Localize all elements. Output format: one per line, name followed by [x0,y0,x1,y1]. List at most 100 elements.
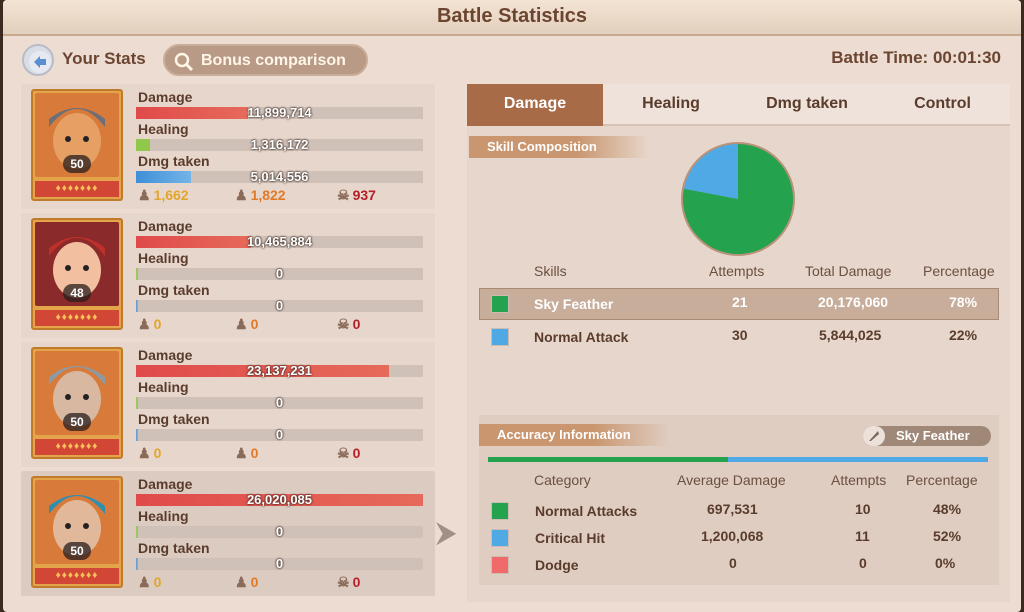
average-damage: 1,200,068 [701,528,764,544]
hero-portrait[interactable]: 48 ♦♦♦♦♦♦♦ [31,218,123,330]
damage-bar: 23,137,231 [136,363,423,378]
damage-label: Damage [138,218,193,234]
hero-stat-panel[interactable]: 50 ♦♦♦♦♦♦♦ Damage 11,899,714 Healing 1,3… [21,84,435,209]
hero-portrait[interactable]: 50 ♦♦♦♦♦♦♦ [31,476,123,588]
skill-name: Normal Attack [534,329,629,345]
bonus-comparison-button[interactable]: Bonus comparison [163,44,368,76]
attempts: 11 [855,528,870,544]
damage-value: 11,899,714 [247,105,312,120]
header-attempts: Attempts [831,472,887,488]
back-arrow-icon [29,51,51,73]
hero-stat-panel[interactable]: 50 ♦♦♦♦♦♦♦ Damage 26,020,085 Healing 0 D… [21,471,435,596]
deaths-stat: ☠ 0 [337,316,360,333]
tab-control[interactable]: Control [914,95,971,112]
window-title: Battle Statistics [3,0,1021,36]
deaths-value: 0 [352,316,361,332]
dmg-taken-value: 0 [275,427,284,442]
normal-attacks-swatch [491,502,509,520]
healing-label: Healing [138,508,189,524]
critical-hit-swatch [491,529,509,547]
skull-icon: ☠ [337,445,350,461]
accuracy-section: Accuracy Information Sky Feather Categor… [479,415,999,585]
category-name: Normal Attacks [535,503,638,519]
skill-total-damage: 5,844,025 [819,327,882,343]
tab-damage[interactable]: Damage [467,84,603,126]
healing-value: 0 [275,266,284,281]
skill-percentage: 22% [949,327,978,343]
deaths-stat: ☠ 937 [337,187,376,204]
assists-stat: ♟ 0 [235,574,258,591]
category-name: Dodge [535,557,579,573]
kills-stat: ♟ 1,662 [138,187,189,204]
damage-bar: 11,899,714 [136,105,423,120]
attempts: 0 [859,555,867,571]
kills-value: 0 [153,445,162,461]
healing-value: 0 [275,524,284,539]
hero-portrait[interactable]: 50 ♦♦♦♦♦♦♦ [31,347,123,459]
skill-composition-label: Skill Composition [469,136,649,158]
skill-select-label: Sky Feather [896,428,970,443]
damage-value: 23,137,231 [246,363,313,378]
damage-bar: 10,465,884 [136,234,423,249]
skill-total-damage: 20,176,060 [818,294,889,310]
tab-healing[interactable]: Healing [642,95,700,112]
assist-icon: ♟ [235,187,248,203]
skill-attempts: 30 [732,327,748,343]
deaths-value: 0 [352,574,361,590]
expand-arrow-icon[interactable]: ⮞ [437,517,456,547]
hero-star-rating: ♦♦♦♦♦♦♦ [35,310,119,326]
healing-value: 0 [275,395,284,410]
tab-dmg-taken[interactable]: Dmg taken [766,95,848,112]
header-average-damage: Average Damage [677,472,786,488]
dmg-taken-value: 5,014,556 [250,169,309,184]
kills-value: 1,662 [153,187,189,203]
healing-bar: 1,316,172 [136,137,423,152]
hero-stat-panel[interactable]: 50 ♦♦♦♦♦♦♦ Damage 23,137,231 Healing 0 D… [21,342,435,467]
damage-bar: 26,020,085 [136,492,423,507]
healing-label: Healing [138,121,189,137]
hero-level: 50 [70,157,84,171]
dmg-taken-bar: 0 [136,298,423,313]
skill-name: Sky Feather [534,296,614,312]
hero-level: 48 [70,286,84,300]
hero-star-rating: ♦♦♦♦♦♦♦ [35,568,119,584]
assists-stat: ♟ 0 [235,445,258,462]
skill-select-button[interactable]: Sky Feather [863,426,991,446]
dmg-taken-label: Dmg taken [138,540,210,556]
hero-level: 50 [70,415,84,429]
bonus-comparison-label: Bonus comparison [201,52,346,69]
dmg-taken-label: Dmg taken [138,153,210,169]
damage-label: Damage [138,347,193,363]
healing-label: Healing [138,379,189,395]
battle-statistics-window: Battle Statistics Your Stats Bonus compa… [3,0,1021,612]
hero-portrait[interactable]: 50 ♦♦♦♦♦♦♦ [31,89,123,201]
percentage: 48% [933,501,962,517]
kills-stat: ♟ 0 [138,445,161,462]
assists-value: 1,822 [250,187,286,203]
accuracy-information-label: Accuracy Information [479,424,669,446]
battle-time: Battle Time: 00:01:30 [831,48,1001,67]
average-damage: 697,531 [707,501,758,517]
header-percentage: Percentage [906,472,978,488]
dmg-taken-value: 0 [275,556,284,571]
skill-row-normal-attack[interactable]: Normal Attack 30 5,844,025 22% [479,321,999,353]
kills-stat: ♟ 0 [138,574,161,591]
dmg-taken-label: Dmg taken [138,411,210,427]
deaths-value: 937 [352,187,376,203]
skill-attempts: 21 [732,294,748,310]
damage-label: Damage [138,476,193,492]
hero-star-rating: ♦♦♦♦♦♦♦ [35,181,119,197]
skull-icon: ☠ [337,187,350,203]
skill-percentage: 78% [949,294,978,310]
deaths-value: 0 [352,445,361,461]
hero-stat-panel[interactable]: 48 ♦♦♦♦♦♦♦ Damage 10,465,884 Healing 0 D… [21,213,435,338]
attempts: 10 [855,501,871,517]
header-total-damage: Total Damage [805,263,892,279]
healing-value: 1,316,172 [250,137,309,152]
back-button[interactable] [22,44,54,76]
dmg-taken-bar: 5,014,556 [136,169,423,184]
dmg-taken-bar: 0 [136,556,423,571]
hero-avatar [35,93,119,177]
assists-value: 0 [250,445,259,461]
skill-row-sky-feather[interactable]: Sky Feather 21 20,176,060 78% [479,288,999,320]
